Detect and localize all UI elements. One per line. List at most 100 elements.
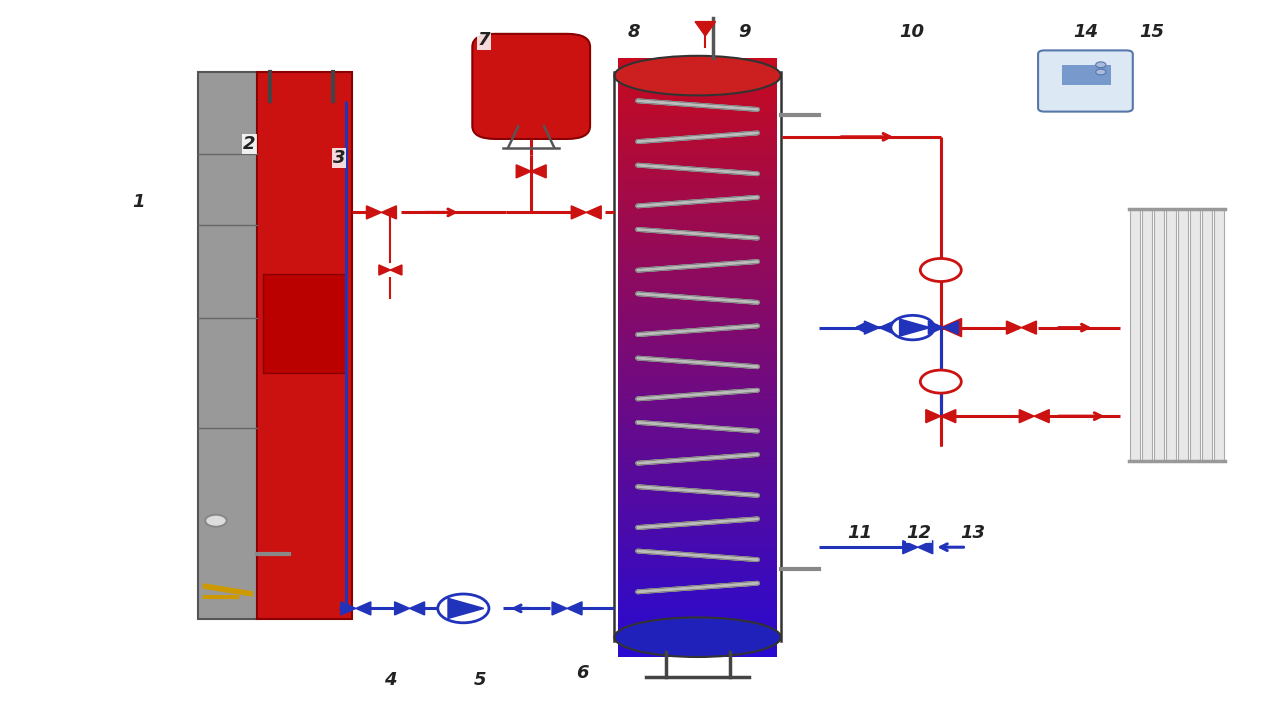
Polygon shape [448, 598, 484, 618]
Bar [618, 221, 777, 225]
Bar [618, 590, 777, 593]
Bar [618, 500, 777, 503]
Bar [618, 410, 777, 413]
Bar [618, 117, 777, 121]
Bar [618, 255, 777, 258]
Bar [618, 645, 777, 649]
FancyBboxPatch shape [472, 34, 590, 139]
Bar [618, 63, 777, 67]
Bar [618, 611, 777, 615]
Bar [618, 616, 777, 618]
Bar [618, 384, 777, 387]
Bar [618, 617, 777, 621]
Polygon shape [394, 602, 410, 615]
Polygon shape [340, 602, 356, 615]
Bar [618, 588, 777, 591]
Bar [618, 156, 777, 158]
Bar [618, 294, 777, 298]
Bar [618, 348, 777, 352]
Bar [618, 130, 777, 132]
Bar [618, 185, 777, 189]
Bar [618, 241, 777, 244]
Bar [618, 257, 777, 260]
Bar [618, 356, 777, 360]
Bar [618, 402, 777, 405]
Bar [618, 412, 777, 415]
Text: 4: 4 [384, 671, 397, 690]
Bar [618, 492, 777, 495]
Bar [618, 149, 777, 153]
Bar [618, 235, 777, 238]
Text: 9: 9 [739, 24, 751, 42]
Bar [618, 554, 777, 557]
Bar [618, 406, 777, 410]
Polygon shape [379, 265, 390, 275]
Polygon shape [864, 321, 879, 334]
Polygon shape [941, 410, 956, 423]
Bar [618, 112, 777, 114]
Bar [618, 107, 777, 111]
Bar [618, 452, 777, 456]
Bar [618, 78, 777, 81]
Bar [618, 279, 777, 282]
Bar [618, 593, 777, 597]
Bar [618, 556, 777, 559]
Bar [618, 582, 777, 585]
Bar [618, 369, 777, 372]
Bar [618, 138, 777, 140]
Bar [618, 251, 777, 254]
Bar [618, 424, 777, 428]
Bar [618, 328, 777, 332]
Bar [618, 291, 777, 294]
Bar [618, 76, 777, 79]
Bar [618, 639, 777, 643]
Bar [618, 165, 777, 168]
Text: 2: 2 [243, 135, 256, 153]
Text: 5: 5 [474, 671, 486, 690]
Bar [618, 570, 777, 573]
Bar [618, 494, 777, 498]
Bar [618, 567, 777, 571]
Bar [618, 143, 777, 147]
Bar [618, 163, 777, 166]
Bar [618, 207, 777, 210]
Bar [618, 330, 777, 334]
Bar [618, 591, 777, 595]
Bar [618, 595, 777, 599]
Bar [618, 133, 777, 137]
Bar [618, 320, 777, 324]
Bar [618, 526, 777, 529]
Bar [618, 531, 777, 535]
Bar [618, 603, 777, 607]
Bar [1142, 209, 1152, 461]
Bar [618, 243, 777, 246]
Bar [618, 366, 777, 370]
Bar [618, 359, 777, 362]
Text: 12: 12 [906, 524, 932, 542]
Bar [618, 105, 777, 109]
Bar [618, 299, 777, 302]
Polygon shape [1019, 410, 1034, 423]
Bar [618, 167, 777, 171]
Bar [618, 466, 777, 469]
Bar [618, 62, 777, 65]
Circle shape [920, 258, 961, 282]
Polygon shape [925, 410, 941, 423]
Polygon shape [943, 321, 959, 334]
Text: 14: 14 [1073, 24, 1098, 42]
Bar [618, 476, 777, 480]
Bar [618, 276, 777, 280]
Bar [618, 292, 777, 296]
Bar [618, 502, 777, 505]
Bar [618, 351, 777, 354]
Bar [618, 649, 777, 652]
Ellipse shape [614, 618, 781, 657]
Bar [618, 122, 777, 125]
Bar [618, 552, 777, 555]
Bar [618, 70, 777, 73]
Bar [618, 484, 777, 487]
Bar [618, 215, 777, 218]
Bar [618, 239, 777, 243]
Bar [618, 520, 777, 523]
Bar [618, 327, 777, 330]
